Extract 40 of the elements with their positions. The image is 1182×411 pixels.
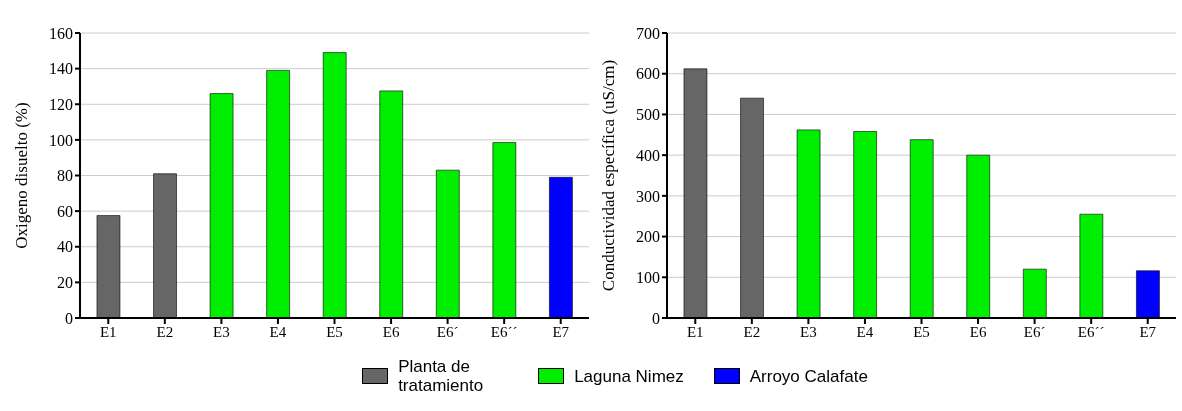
y-tick-label: 60 xyxy=(57,202,73,220)
y-tick-label: 120 xyxy=(49,95,73,113)
x-tick-label: E3 xyxy=(800,323,817,340)
x-tick-label: E5 xyxy=(326,323,343,340)
y-tick-label: 20 xyxy=(57,274,73,292)
x-tick-label: E6 xyxy=(969,323,987,340)
y-tick-label: 40 xyxy=(57,238,73,256)
y-tick-label: 300 xyxy=(636,187,660,205)
x-tick-label: E6´´ xyxy=(490,323,518,340)
x-tick-label: E3 xyxy=(213,323,230,340)
x-tick-label: E1 xyxy=(686,323,704,340)
legend-label: Planta de tratamiento xyxy=(398,357,485,395)
x-tick-label: E5 xyxy=(913,323,930,340)
x-tick-label: E2 xyxy=(743,323,761,340)
y-tick-label: 100 xyxy=(636,268,660,286)
x-tick-label: E6´ xyxy=(1023,323,1046,340)
y-tick-label: 80 xyxy=(57,167,73,185)
x-tick-label: E6´´ xyxy=(1077,323,1105,340)
y-tick-label: 600 xyxy=(636,65,660,83)
y-tick-label: 200 xyxy=(636,228,660,246)
x-tick-label: E4 xyxy=(856,323,874,340)
y-tick-label: 100 xyxy=(49,131,73,149)
x-tick-label: E4 xyxy=(269,323,287,340)
x-tick-label: E2 xyxy=(156,323,174,340)
x-tick-label: E1 xyxy=(99,323,117,340)
y-tick-label: 0 xyxy=(65,309,73,327)
y-tick-label: 400 xyxy=(636,146,660,164)
x-tick-label: E6´ xyxy=(436,323,459,340)
y-tick-label: 160 xyxy=(49,24,73,42)
y-tick-label: 140 xyxy=(49,60,73,78)
x-tick-label: E7 xyxy=(552,323,570,340)
y-tick-label: 500 xyxy=(636,106,660,124)
y-axis-title: Conductividad específica (uS/cm) xyxy=(599,59,619,292)
legend-label: Laguna Nimez xyxy=(574,366,684,386)
x-tick-label: E7 xyxy=(1139,323,1157,340)
y-axis-title: Oxigeno disuelto (%) xyxy=(12,102,32,249)
y-tick-label: 700 xyxy=(636,24,660,42)
legend-label: Arroyo Calafate xyxy=(749,366,868,386)
x-tick-label: E6 xyxy=(382,323,400,340)
y-tick-label: 0 xyxy=(652,309,660,327)
